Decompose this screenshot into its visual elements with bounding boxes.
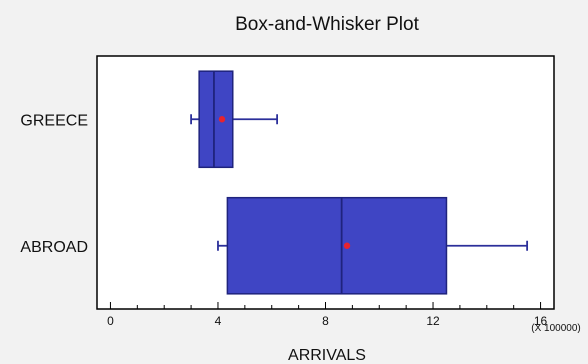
iqr-box <box>198 70 234 169</box>
mean-marker <box>343 242 351 249</box>
x-axis-ticks: 0 4 8 12 16 <box>107 302 548 328</box>
box-abroad <box>217 196 529 295</box>
x-tick-label: 4 <box>215 314 222 328</box>
x-axis-multiplier-label: (X 100000) <box>531 323 580 334</box>
x-tick-label: 12 <box>426 314 440 328</box>
mean-marker <box>218 116 226 123</box>
category-labels: GREECE ABROAD <box>20 112 88 256</box>
box-series <box>190 70 529 295</box>
iqr-box <box>226 196 448 295</box>
category-label-greece: GREECE <box>20 112 88 129</box>
x-tick-label: 16 <box>534 314 548 328</box>
x-tick-label: 0 <box>107 314 114 328</box>
x-tick-label: 8 <box>322 314 329 328</box>
x-axis-label: ARRIVALS <box>288 347 366 364</box>
box-greece <box>190 70 279 169</box>
category-label-abroad: ABROAD <box>20 239 88 256</box>
chart-title: Box-and-Whisker Plot <box>235 14 419 35</box>
